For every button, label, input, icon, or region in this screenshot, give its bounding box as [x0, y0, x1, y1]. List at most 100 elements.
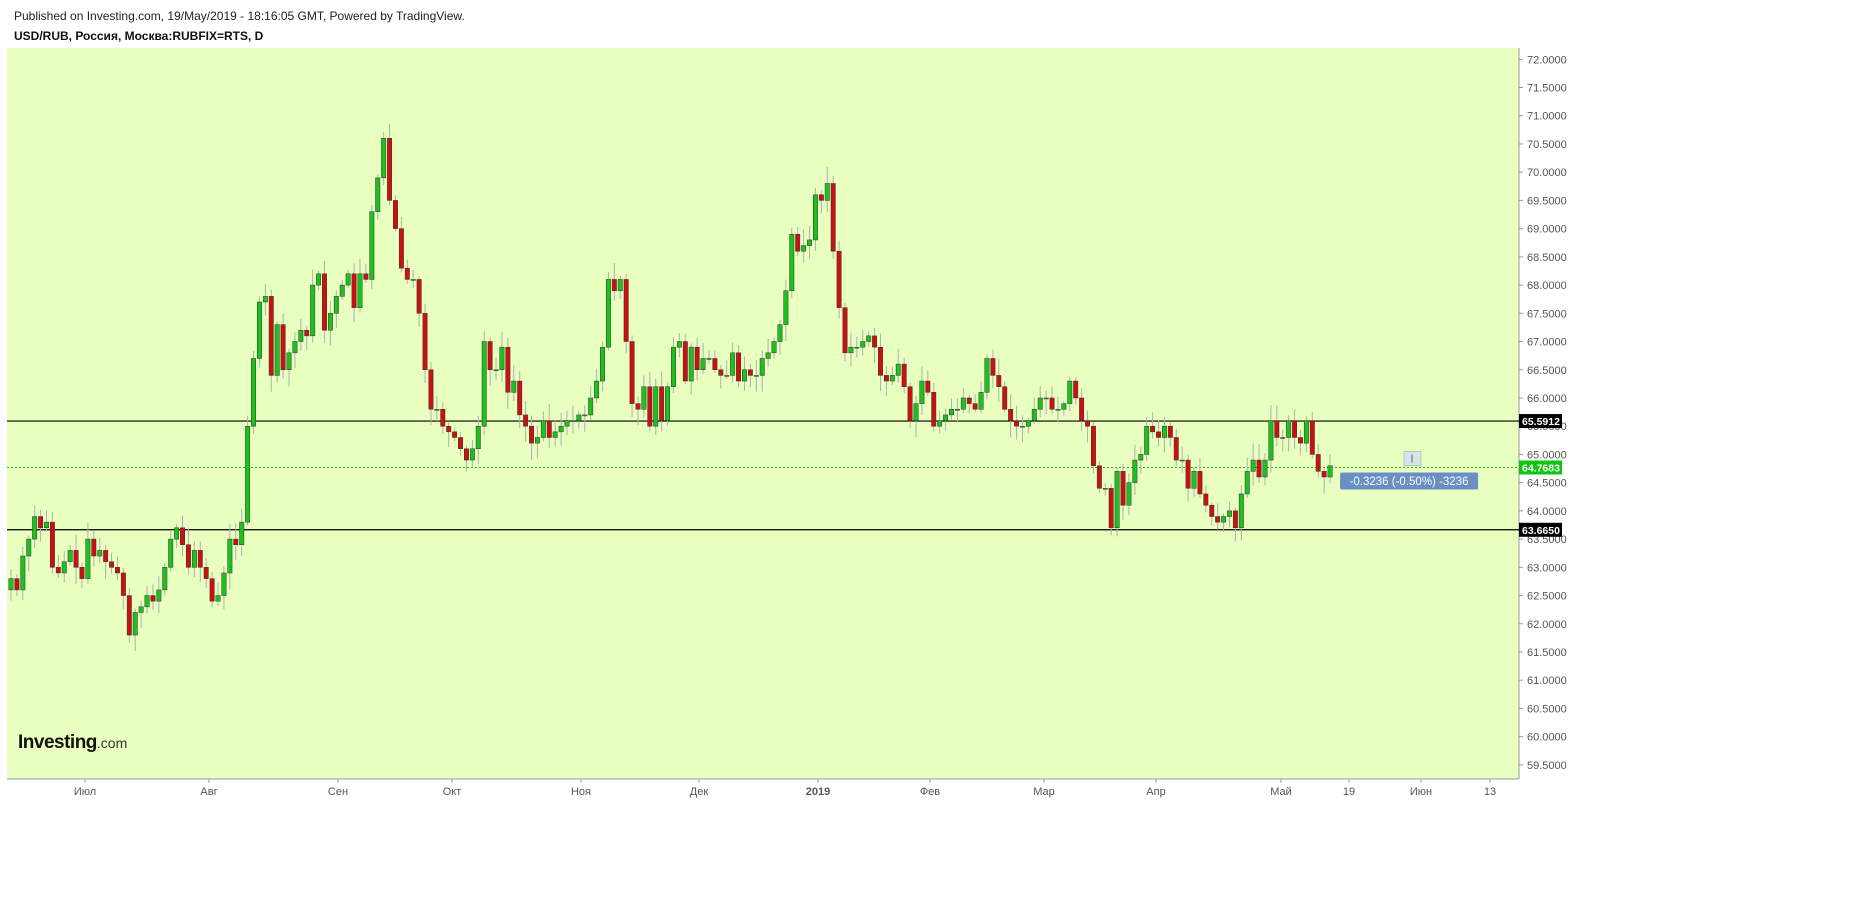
candle-body[interactable] [505, 346, 511, 393]
candle-body[interactable] [588, 397, 594, 416]
candle-body[interactable] [245, 425, 251, 523]
candle-body[interactable] [1037, 397, 1043, 410]
candle-body[interactable] [736, 352, 741, 382]
candle-body[interactable] [138, 606, 144, 613]
candle-body[interactable] [582, 414, 588, 417]
candle-body[interactable] [949, 409, 954, 416]
candle-body[interactable] [174, 527, 180, 540]
candle-body[interactable] [629, 341, 635, 404]
candle-body[interactable] [1256, 459, 1262, 478]
candle-body[interactable] [617, 279, 623, 291]
candle-body[interactable] [1161, 425, 1167, 438]
candle-body[interactable] [109, 561, 115, 568]
candle-body[interactable] [274, 324, 280, 376]
candle-body[interactable] [659, 386, 665, 421]
candle-body[interactable] [339, 284, 345, 297]
candle-body[interactable] [251, 358, 256, 427]
candle-body[interactable] [641, 386, 647, 410]
candle-body[interactable] [818, 194, 824, 201]
candle-body[interactable] [783, 290, 789, 325]
candle-body[interactable] [126, 595, 132, 636]
candle-body[interactable] [954, 409, 960, 411]
candle-body[interactable] [1197, 471, 1203, 495]
candle-body[interactable] [765, 352, 771, 359]
candle-body[interactable] [1049, 397, 1055, 410]
candle-body[interactable] [558, 425, 564, 433]
candle-body[interactable] [611, 279, 617, 291]
candle-body[interactable] [475, 425, 481, 450]
candle-body[interactable] [1221, 516, 1227, 523]
candle-body[interactable] [1061, 403, 1067, 410]
candle-body[interactable] [191, 550, 197, 568]
candle-body[interactable] [1108, 488, 1114, 529]
candle-body[interactable] [67, 550, 73, 562]
candle-body[interactable] [227, 538, 233, 574]
candle-body[interactable] [221, 572, 227, 596]
candle-body[interactable] [1085, 420, 1090, 427]
candle-body[interactable] [1090, 425, 1096, 466]
candle-body[interactable] [883, 375, 889, 382]
candle-body[interactable] [345, 273, 351, 286]
candle-body[interactable] [32, 516, 38, 540]
candle-body[interactable] [1043, 397, 1049, 400]
candle-body[interactable] [901, 363, 907, 387]
candle-body[interactable] [1120, 471, 1126, 506]
candle-body[interactable] [215, 595, 221, 602]
candle-body[interactable] [434, 409, 440, 411]
candle-body[interactable] [836, 250, 842, 308]
candle-body[interactable] [168, 538, 174, 568]
candle-body[interactable] [209, 578, 215, 602]
candle-body[interactable] [1185, 459, 1191, 489]
candle-body[interactable] [712, 358, 718, 371]
candle-body[interactable] [523, 414, 529, 427]
candle-body[interactable] [1250, 459, 1256, 472]
candle-body[interactable] [665, 386, 671, 421]
candle-body[interactable] [747, 369, 753, 376]
candle-body[interactable] [381, 138, 387, 179]
candle-body[interactable] [398, 228, 404, 269]
candle-body[interactable] [481, 341, 487, 427]
candle-body[interactable] [878, 346, 883, 376]
candle-body[interactable] [20, 555, 26, 591]
candle-body[interactable] [1067, 380, 1073, 404]
candle-body[interactable] [304, 329, 310, 337]
candle-body[interactable] [1173, 437, 1179, 461]
candle-body[interactable] [1327, 465, 1333, 478]
candle-body[interactable] [777, 324, 783, 342]
candle-body[interactable] [966, 397, 972, 404]
candle-body[interactable] [1292, 420, 1298, 438]
candle-body[interactable] [753, 375, 759, 377]
candle-body[interactable] [1156, 431, 1161, 438]
candle-body[interactable] [286, 352, 292, 371]
candle-body[interactable] [351, 273, 357, 308]
candle-body[interactable] [937, 420, 943, 427]
candle-body[interactable] [842, 307, 848, 354]
candle-body[interactable] [1025, 420, 1031, 427]
candle-body[interactable] [931, 392, 937, 427]
candle-body[interactable] [700, 358, 706, 371]
candle-body[interactable] [446, 425, 452, 433]
candle-body[interactable] [91, 538, 97, 557]
candle-body[interactable] [600, 346, 605, 382]
candle-body[interactable] [1321, 471, 1327, 478]
candle-body[interactable] [789, 234, 795, 291]
candle-body[interactable] [150, 595, 156, 602]
candle-body[interactable] [233, 538, 239, 545]
candle-body[interactable] [156, 589, 162, 602]
candle-body[interactable] [1303, 420, 1309, 444]
candle-body[interactable] [38, 516, 44, 529]
candle-body[interactable] [807, 239, 812, 246]
candle-body[interactable] [186, 544, 191, 568]
candle-body[interactable] [1002, 386, 1008, 410]
candle-body[interactable] [623, 279, 629, 342]
candle-body[interactable] [1132, 459, 1138, 483]
candle-body[interactable] [333, 296, 339, 314]
candle-body[interactable] [895, 363, 901, 376]
candle-body[interactable] [440, 409, 446, 427]
candle-body[interactable] [517, 380, 523, 416]
candle-body[interactable] [552, 431, 558, 438]
candle-body[interactable] [1244, 471, 1250, 495]
candle-body[interactable] [298, 329, 304, 342]
candle-body[interactable] [1014, 420, 1019, 427]
candle-body[interactable] [322, 273, 327, 331]
